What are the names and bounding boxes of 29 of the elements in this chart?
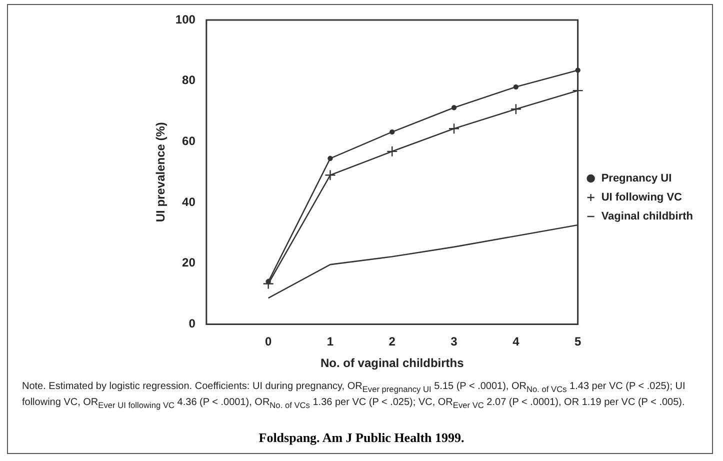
x-tick-label: 2 — [388, 334, 396, 349]
point — [324, 170, 336, 181]
legend-label: UI following VC — [601, 192, 682, 204]
y-tick-label: 20 — [182, 256, 196, 270]
x-axis-title: No. of vaginal childbirths — [320, 356, 464, 370]
legend-label: Vaginal childbirth — [601, 210, 694, 223]
y-tick-label: 60 — [182, 134, 196, 148]
x-tick-label: 3 — [450, 334, 458, 349]
y-tick-label: 100 — [175, 12, 196, 26]
x-tick-label: 5 — [574, 334, 582, 349]
x-tick-label: 4 — [512, 334, 520, 349]
y-tick-label: 80 — [182, 73, 196, 88]
point — [262, 278, 274, 290]
point — [448, 123, 460, 134]
y-tick-label: 40 — [182, 194, 196, 209]
point — [390, 129, 395, 135]
point — [328, 156, 333, 162]
point — [266, 279, 271, 284]
x-tick-label: 0 — [264, 334, 272, 349]
point — [451, 105, 457, 110]
x-tick-label: 1 — [326, 334, 334, 349]
text: Foldspang. Am J Public Health 1999. — [258, 430, 466, 446]
point — [510, 104, 522, 115]
legend-label: Pregnancy UI — [601, 172, 672, 185]
y-axis-title: UI prevalence (%) — [154, 122, 168, 222]
point — [513, 84, 519, 90]
point — [386, 146, 398, 158]
y-tick-label: 0 — [188, 316, 196, 331]
text: Note. Estimated by logistic regression. Coefficients: UI during pregnancy, OR$_{Ever pregnancy UI}$ 5.15 (P < .0001), OR$_{No. of VCs}$ 1.43 per VC (P < .025); UI following VC, OR$_{Ever UI following VC}$ 4.36 (P < .0001), OR$_{No. of VCs}$ 1.36 per VC (P < .025); VC, OR$_{Ever VC}$ 2.07 (P < .0001), OR 1.19 per VC (P < .005). — [22, 381, 686, 410]
